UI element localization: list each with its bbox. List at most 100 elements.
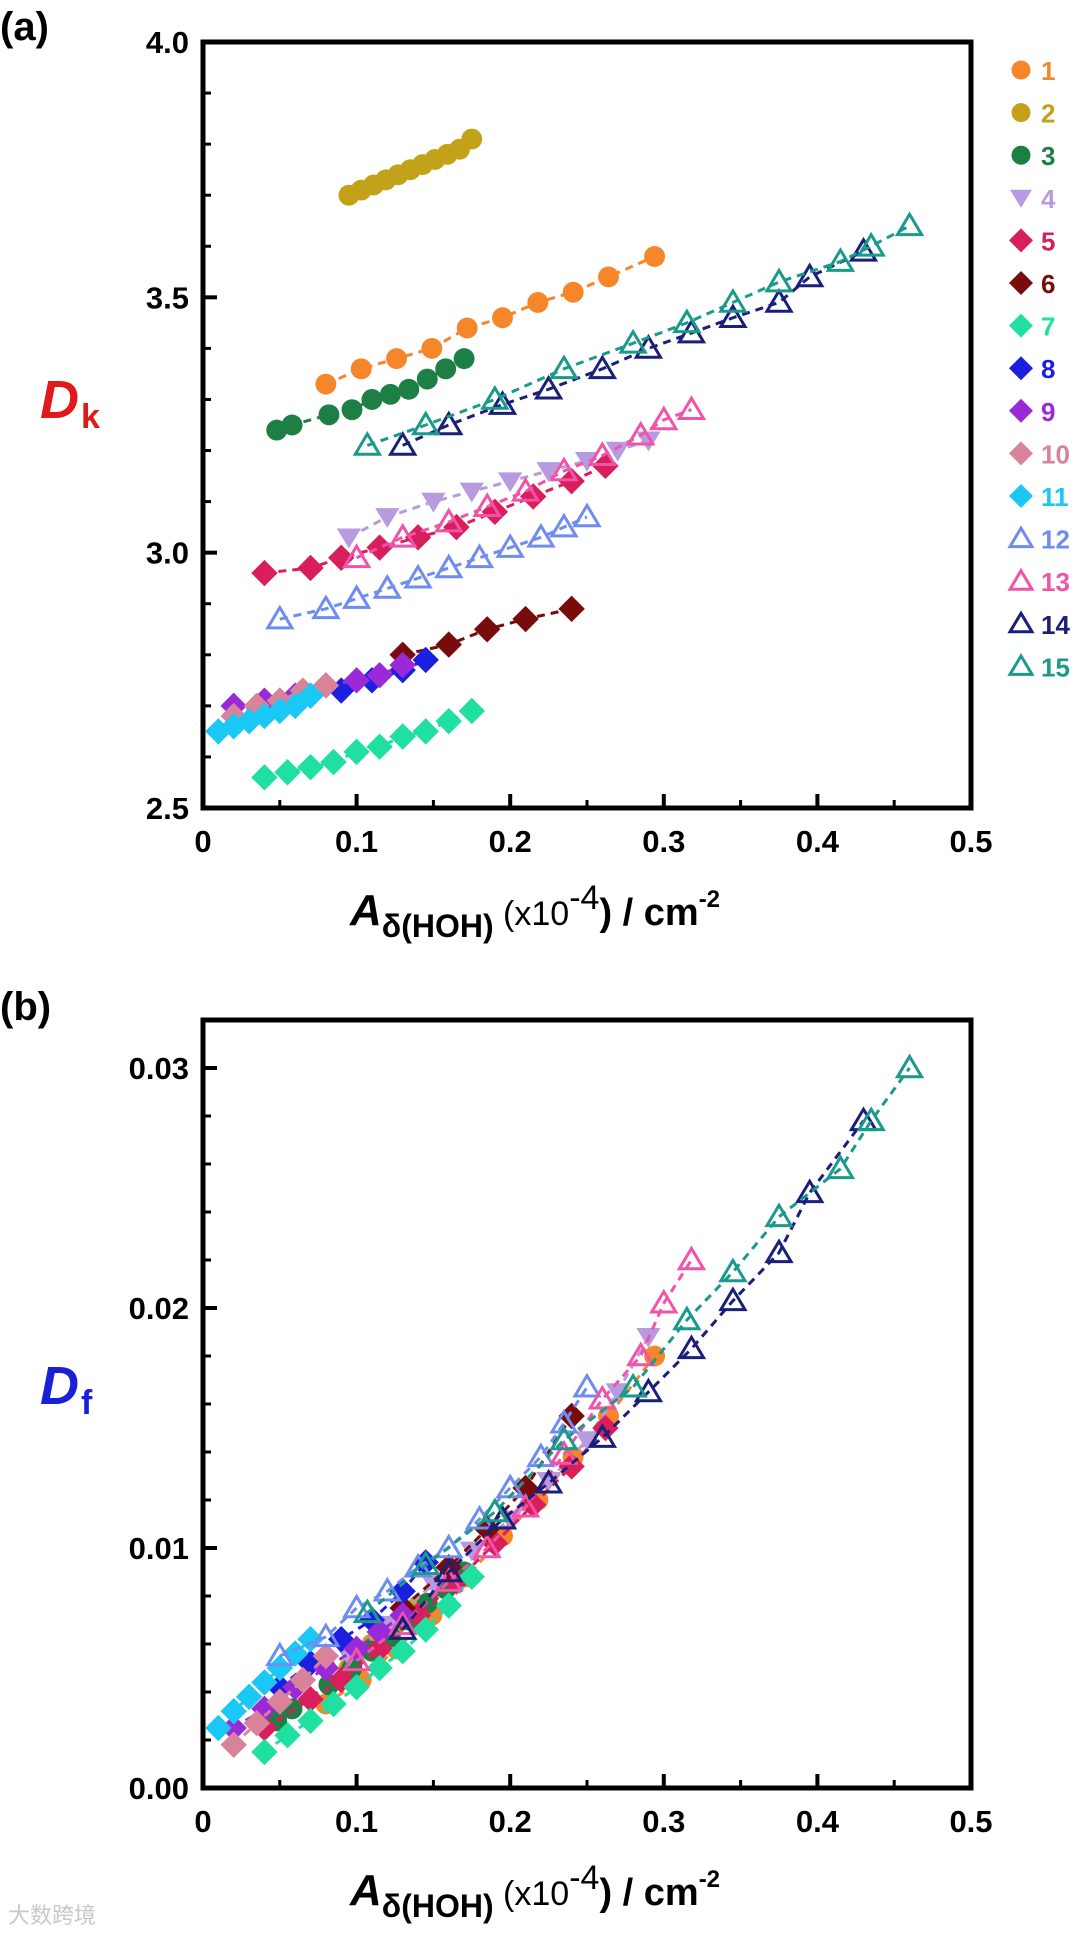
panel-b-series-8-point	[389, 1578, 416, 1605]
panel-b-xlabel: Aδ(HOH) (x10-4) / cm-2	[349, 1859, 720, 1924]
legend-label-15: 15	[1041, 652, 1070, 682]
panel-a-series-13-point	[676, 395, 707, 420]
panel-b-series-15-point	[480, 1497, 510, 1523]
panel-a-series-1-point	[315, 373, 337, 395]
legend-label-9: 9	[1041, 397, 1055, 427]
panel-b-series-5-line	[263, 1427, 607, 1730]
legend-label-14: 14	[1041, 610, 1070, 640]
panel-a-series-14-point	[794, 262, 825, 288]
panel-a-series-12-point	[549, 512, 579, 538]
panel-a-series-5-point	[328, 544, 355, 571]
panel-a-series-3-point	[398, 378, 420, 400]
panel-b-series-4-point	[605, 1383, 630, 1403]
panel-a-series-4-point	[536, 462, 561, 482]
panel-b-series-12-point	[434, 1533, 464, 1559]
panel-a-series-3-point	[361, 389, 383, 410]
panel-a-series-12-point	[341, 584, 372, 609]
legend-label-3: 3	[1041, 141, 1055, 171]
panel-b-series-4-point	[459, 1541, 484, 1562]
panel-b-series-15-point	[894, 1053, 925, 1079]
panel-a-series-6	[389, 595, 585, 668]
panel-a-series-3-point	[281, 414, 303, 436]
panel-b-series-13-point	[387, 1610, 418, 1636]
panel-a-series-4-point	[605, 441, 630, 462]
panel-b-series-11-point	[220, 1698, 247, 1725]
panel-b-series-15-line	[366, 1067, 911, 1614]
legend-marker-6	[1009, 271, 1033, 295]
panel-a-series-7-point	[274, 759, 301, 786]
panel-b-series-15-point	[856, 1106, 886, 1132]
panel-b-series-12-point	[311, 1622, 341, 1648]
panel-a-series-11-point	[266, 697, 293, 725]
panel-a-series-3-point	[379, 383, 401, 405]
panel-b-series-11-point	[281, 1640, 309, 1667]
panel-a-xtick-label: 0.4	[796, 824, 840, 859]
panel-a-series-7-point	[366, 733, 393, 760]
legend-label-7: 7	[1041, 312, 1055, 342]
panel-a-series-1-line	[325, 255, 656, 386]
legend-marker-9	[1009, 398, 1033, 423]
panel-b-series-7-point	[274, 1722, 301, 1749]
panel-b-ytick-label: 0.03	[129, 1051, 189, 1086]
panel-a-series-7-point	[435, 707, 462, 735]
panel-a: (a) 0 0.1 0.2 0.3 0.4 0.5 2.5 3.0 3.5 4.0 Dk Aδ(H…	[0, 5, 1070, 944]
legend-label-2: 2	[1041, 99, 1055, 129]
panel-a-series-13-point	[387, 522, 418, 548]
panel-a-xlabel-exp2: -2	[699, 886, 720, 913]
panel-b-series-13-point	[676, 1245, 707, 1271]
panel-a-series-7	[251, 697, 485, 791]
panel-b-series-12-point	[572, 1372, 602, 1398]
legend-marker-2	[1011, 103, 1031, 123]
panel-a-series-14-point	[533, 374, 564, 400]
panel-a-series-13-point	[510, 476, 541, 502]
panel-a-series-1-point	[456, 317, 478, 339]
panel-b-xlabel-main: A	[349, 1866, 382, 1915]
panel-a-series-7-point	[251, 764, 278, 791]
panel-b-series-9-point	[366, 1618, 393, 1646]
panel-a-series-14-point	[487, 390, 518, 415]
panel-b-xlabel-exp2: -2	[699, 1866, 720, 1893]
panel-a-series-9-point	[389, 651, 416, 679]
panel-a-series-1	[315, 246, 666, 395]
panel-a-series-12-point	[265, 604, 295, 630]
legend-marker-1	[1011, 60, 1031, 80]
panel-a-xtick-label: 0.2	[489, 824, 532, 859]
panel-a-series-7-point	[343, 738, 370, 766]
panel-b-series-7-line	[263, 1575, 473, 1754]
panel-a-ylabel: Dk	[40, 370, 100, 436]
panel-a-series-15-point	[549, 354, 579, 380]
panel-a-ytick-label: 3.0	[146, 536, 189, 571]
panel-a-series-14-point	[587, 354, 618, 380]
panel-b-series-10-point	[220, 1731, 247, 1758]
panel-a-series-14-point	[434, 410, 464, 436]
panel-a-series-6-point	[558, 595, 585, 623]
panel-b-series-14-point	[387, 1615, 418, 1640]
panel-b-series-15-point	[352, 1598, 383, 1624]
panel-a-ylabel-main: D	[40, 370, 79, 430]
legend-label-12: 12	[1041, 525, 1070, 555]
panel-b-series-13-point	[649, 1288, 679, 1314]
watermark: 大数跨境	[8, 1904, 97, 1929]
panel-b-series-7-point	[458, 1563, 485, 1590]
panel-a-xlabel-tail: ) / cm	[599, 892, 698, 934]
panel-a-xlabel-unit: (x10	[494, 895, 570, 933]
panel-a-series-15-point	[718, 287, 748, 313]
legend-label-10: 10	[1041, 439, 1070, 469]
panel-b-series-15-point	[410, 1550, 441, 1576]
panel-b: (b) 0 0.1 0.2 0.3 0.4 0.50.000.010.020.03 Df …	[0, 985, 993, 1924]
panel-b-series-4-point	[574, 1431, 600, 1451]
panel-a-ytick-label: 3.5	[146, 280, 189, 315]
panel-b-series-7-point	[343, 1674, 370, 1701]
panel-b-series-14	[387, 1106, 879, 1640]
panel-a-series-8-point	[328, 677, 355, 704]
panel-b-series-7-point	[251, 1738, 278, 1766]
panel-a-series-14-line	[402, 250, 865, 447]
panel-a-series-3-point	[318, 404, 340, 426]
panel-a-series-3-point	[341, 399, 363, 421]
panel-b-series-9-point	[251, 1695, 278, 1722]
panel-b-xtick-label: 0.2	[489, 1804, 532, 1839]
panel-a-series-7-point	[412, 718, 439, 745]
panel-a-series-12-line	[279, 515, 588, 621]
panel-b-series-15-point	[549, 1425, 579, 1451]
